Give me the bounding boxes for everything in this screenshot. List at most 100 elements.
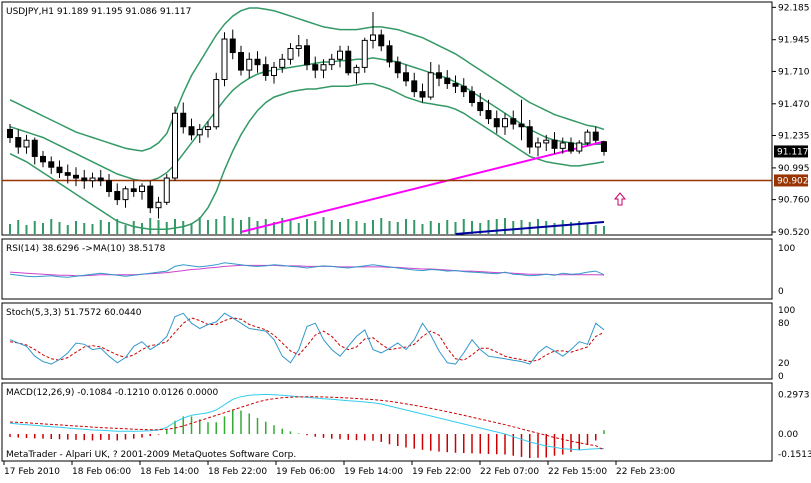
hline-price-label-bg xyxy=(774,174,808,187)
candle xyxy=(510,110,517,130)
candle-body xyxy=(97,177,104,182)
candle xyxy=(469,86,475,107)
macd-main-line xyxy=(9,393,605,451)
macd-lines xyxy=(9,393,605,459)
candle-body xyxy=(411,80,418,93)
up-arrow-icon[interactable] xyxy=(613,192,627,206)
candle-body xyxy=(460,85,467,93)
candle-body xyxy=(394,61,401,74)
rsi-panel-title: RSI(14) 38.6296 ->MA(10) 38.5178 xyxy=(6,244,166,254)
candle xyxy=(543,134,550,152)
candle xyxy=(205,121,211,138)
candle xyxy=(172,106,178,181)
candle xyxy=(427,61,434,100)
candle xyxy=(262,56,269,81)
time-label: 19 Feb 22:00 xyxy=(412,467,471,477)
candle xyxy=(64,164,71,184)
candle xyxy=(345,45,352,76)
candle xyxy=(477,93,484,116)
time-label: 18 Feb 06:00 xyxy=(72,467,131,477)
candle xyxy=(7,124,13,143)
candle-body xyxy=(353,66,360,74)
candle-body xyxy=(81,177,88,182)
price-panel-title: USDJPY,H1 91.189 91.195 91.086 91.117 xyxy=(6,7,191,17)
candle-body xyxy=(543,139,550,144)
candle-body xyxy=(73,174,79,179)
price-tick-label: 90.520 xyxy=(778,228,810,238)
candle xyxy=(370,12,376,49)
candle-body xyxy=(221,38,228,81)
price-tick-label: 90.760 xyxy=(778,196,810,206)
candle xyxy=(271,61,277,84)
time-label: 22 Feb 07:00 xyxy=(480,467,539,477)
candle-body xyxy=(526,126,533,148)
rsi-line xyxy=(9,262,605,278)
candle-body xyxy=(180,112,187,128)
price-tick-label: 91.235 xyxy=(778,132,810,142)
candle xyxy=(460,78,467,98)
time-label: 19 Feb 14:00 xyxy=(344,467,403,477)
candle-body xyxy=(262,64,269,76)
candle xyxy=(361,37,368,73)
candle xyxy=(378,29,385,52)
candle-body xyxy=(337,50,343,60)
copyright-text: MetaTrader - Alpari UK, ? 2001-2009 Meta… xyxy=(6,450,296,460)
rsi-lines xyxy=(9,262,605,278)
candle xyxy=(411,72,418,98)
candle-body xyxy=(518,123,525,128)
volume-trend-line xyxy=(455,221,605,235)
candle xyxy=(23,134,30,154)
time-label: 22 Feb 23:00 xyxy=(616,467,675,477)
macd-tick-label: -0.1513 xyxy=(778,450,811,460)
candle xyxy=(31,137,38,165)
time-label: 18 Feb 22:00 xyxy=(208,467,267,477)
candle xyxy=(535,137,541,157)
candle-body xyxy=(493,118,500,128)
candle xyxy=(180,102,187,134)
candle xyxy=(320,59,327,79)
price-tick-label: 91.710 xyxy=(778,67,810,77)
candle-body xyxy=(378,34,385,47)
candle-body xyxy=(403,72,409,82)
candle xyxy=(139,183,145,200)
candle-body xyxy=(271,66,277,76)
candle xyxy=(526,120,533,154)
candle-body xyxy=(40,155,46,163)
candle xyxy=(559,137,566,154)
candle xyxy=(328,53,335,71)
time-label: 19 Feb 06:00 xyxy=(276,467,335,477)
candle-body xyxy=(510,118,517,125)
candle-body xyxy=(188,126,195,136)
candle-body xyxy=(238,52,244,71)
stoch-k-line xyxy=(9,312,605,365)
candle xyxy=(238,45,244,76)
candle-body xyxy=(31,139,38,157)
candle-body xyxy=(287,47,294,60)
candle-body xyxy=(444,77,451,85)
candle-body xyxy=(386,45,393,63)
stoch-tick-label: 100 xyxy=(778,306,795,316)
candle-body xyxy=(485,110,492,120)
candle xyxy=(518,99,525,141)
candle xyxy=(196,124,203,143)
bollinger-lower-band xyxy=(9,82,605,231)
candle-body xyxy=(502,118,508,128)
time-label: 22 Feb 15:00 xyxy=(548,467,607,477)
candle xyxy=(229,29,236,60)
candle-body xyxy=(535,142,541,148)
candle-body xyxy=(477,101,484,112)
candle-body xyxy=(452,83,459,87)
candle xyxy=(485,99,492,125)
candle-body xyxy=(23,139,30,148)
stoch-panel-frame xyxy=(1,302,773,380)
macd-panel-title: MACD(12,26,9) -0.1084 -0.1210 0.0126 0.0… xyxy=(6,388,219,398)
candle-body xyxy=(114,191,121,201)
candle xyxy=(163,173,170,206)
candle xyxy=(394,56,401,79)
ma-line-segment xyxy=(240,140,605,233)
candle xyxy=(114,183,121,206)
candle-body xyxy=(279,58,286,68)
candle xyxy=(502,113,508,135)
